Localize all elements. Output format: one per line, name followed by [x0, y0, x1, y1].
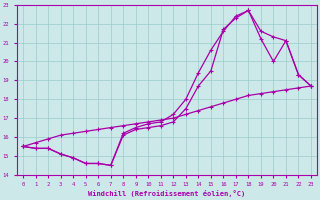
X-axis label: Windchill (Refroidissement éolien,°C): Windchill (Refroidissement éolien,°C)	[88, 190, 246, 197]
